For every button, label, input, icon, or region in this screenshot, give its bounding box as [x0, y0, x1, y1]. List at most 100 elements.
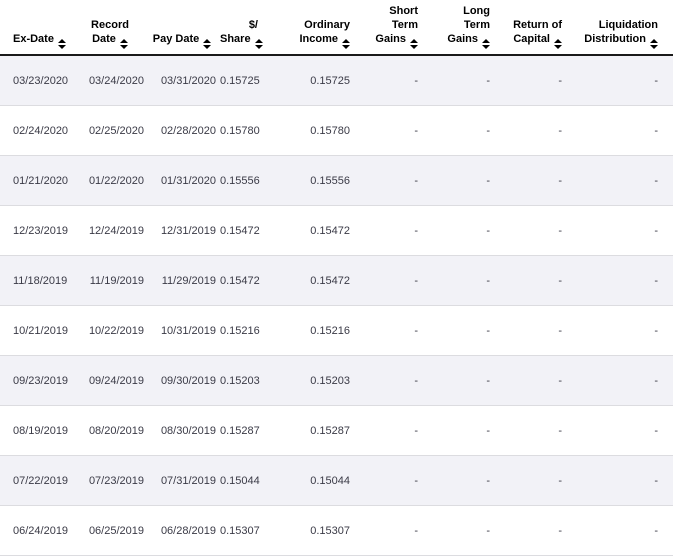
- column-header-dollar-per-share[interactable]: $/ Share: [218, 0, 263, 56]
- column-header-label: Capital: [513, 33, 550, 45]
- cell-ordinary-income: 0.15307: [260, 505, 352, 556]
- cell-short-term-gains: -: [352, 405, 420, 456]
- column-header-label: Term: [391, 19, 418, 31]
- cell-liquidation-distribution: -: [564, 505, 673, 556]
- cell-liquidation-distribution: -: [564, 105, 673, 156]
- cell-record-date: 02/25/2020: [74, 105, 146, 156]
- cell-return-of-capital: -: [492, 505, 564, 556]
- cell-ex-date: 08/19/2019: [0, 405, 74, 456]
- cell-pay-date: 07/31/2019: [146, 455, 218, 506]
- cell-record-date: 11/19/2019: [74, 255, 146, 306]
- column-header-pay-date[interactable]: Pay Date: [146, 0, 218, 56]
- cell-ex-date: 12/23/2019: [0, 205, 74, 256]
- cell-ex-date: 02/24/2020: [0, 105, 74, 156]
- column-header-label: Liquidation: [598, 19, 658, 31]
- cell-ex-date: 11/18/2019: [0, 255, 74, 306]
- cell-long-term-gains: -: [420, 455, 492, 506]
- cell-liquidation-distribution: -: [564, 405, 673, 456]
- column-header-label: Income: [299, 33, 338, 45]
- cell-dollar-per-share: 0.15556: [218, 155, 260, 206]
- cell-long-term-gains: -: [420, 355, 492, 406]
- cell-pay-date: 08/30/2019: [146, 405, 218, 456]
- cell-ex-date: 10/21/2019: [0, 305, 74, 356]
- sort-icon[interactable]: [254, 39, 263, 49]
- column-header-ex-date[interactable]: Ex-Date: [0, 0, 74, 56]
- column-header-record-date[interactable]: Record Date: [74, 0, 146, 56]
- cell-dollar-per-share: 0.15203: [218, 355, 260, 406]
- cell-pay-date: 02/28/2020: [146, 105, 218, 156]
- cell-pay-date: 06/28/2019: [146, 505, 218, 556]
- cell-short-term-gains: -: [352, 105, 420, 156]
- cell-short-term-gains: -: [352, 505, 420, 556]
- cell-liquidation-distribution: -: [564, 155, 673, 206]
- column-header-label: Gains: [447, 33, 478, 45]
- cell-pay-date: 09/30/2019: [146, 355, 218, 406]
- sort-icon[interactable]: [410, 39, 418, 49]
- cell-ex-date: 01/21/2020: [0, 155, 74, 206]
- cell-short-term-gains: -: [352, 455, 420, 506]
- cell-short-term-gains: -: [352, 255, 420, 306]
- cell-return-of-capital: -: [492, 455, 564, 506]
- sort-icon[interactable]: [342, 39, 350, 49]
- cell-ex-date: 06/24/2019: [0, 505, 74, 556]
- table-body: 03/23/2020 03/24/2020 03/31/2020 0.15725 0.1…: [0, 55, 673, 556]
- table-row: 03/23/2020 03/24/2020 03/31/2020 0.15725 0.1…: [0, 55, 673, 106]
- column-header-ordinary-income[interactable]: Ordinary Income: [260, 0, 352, 56]
- cell-record-date: 09/24/2019: [74, 355, 146, 406]
- sort-icon[interactable]: [482, 39, 490, 49]
- column-header-label: Record: [91, 19, 129, 31]
- cell-long-term-gains: -: [420, 405, 492, 456]
- cell-long-term-gains: -: [420, 505, 492, 556]
- table-row: 02/24/2020 02/25/2020 02/28/2020 0.15780 0.1…: [0, 105, 673, 156]
- cell-return-of-capital: -: [492, 305, 564, 356]
- column-header-liquidation-distribution[interactable]: Liquidation Distribution: [564, 0, 673, 56]
- cell-short-term-gains: -: [352, 305, 420, 356]
- cell-liquidation-distribution: -: [564, 255, 673, 306]
- table-row: 06/24/2019 06/25/2019 06/28/2019 0.15307 0.1…: [0, 505, 673, 556]
- column-header-long-term-gains[interactable]: Long Term Gains: [420, 0, 492, 56]
- cell-long-term-gains: -: [420, 155, 492, 206]
- sort-icon[interactable]: [554, 39, 562, 49]
- cell-record-date: 08/20/2019: [74, 405, 146, 456]
- table-row: 09/23/2019 09/24/2019 09/30/2019 0.15203 0.1…: [0, 355, 673, 406]
- column-header-label: Date: [92, 33, 116, 45]
- cell-ordinary-income: 0.15203: [260, 355, 352, 406]
- table-row: 07/22/2019 07/23/2019 07/31/2019 0.15044 0.1…: [0, 455, 673, 506]
- cell-short-term-gains: -: [352, 55, 420, 106]
- sort-icon[interactable]: [119, 39, 128, 49]
- column-header-label: Distribution: [584, 33, 646, 45]
- sort-icon[interactable]: [650, 39, 658, 49]
- cell-return-of-capital: -: [492, 55, 564, 106]
- cell-record-date: 06/25/2019: [74, 505, 146, 556]
- cell-ex-date: 03/23/2020: [0, 55, 74, 106]
- sort-icon[interactable]: [57, 39, 66, 49]
- cell-ordinary-income: 0.15044: [260, 455, 352, 506]
- sort-icon[interactable]: [203, 39, 212, 49]
- cell-ex-date: 07/22/2019: [0, 455, 74, 506]
- table-row: 11/18/2019 11/19/2019 11/29/2019 0.15472 0.1…: [0, 255, 673, 306]
- cell-ex-date: 09/23/2019: [0, 355, 74, 406]
- cell-ordinary-income: 0.15472: [260, 205, 352, 256]
- column-header-label: $/: [248, 19, 258, 31]
- column-header-return-of-capital[interactable]: Return of Capital: [492, 0, 564, 56]
- cell-long-term-gains: -: [420, 305, 492, 356]
- table-row: 08/19/2019 08/20/2019 08/30/2019 0.15287 0.1…: [0, 405, 673, 456]
- cell-record-date: 10/22/2019: [74, 305, 146, 356]
- cell-dollar-per-share: 0.15472: [218, 255, 260, 306]
- cell-liquidation-distribution: -: [564, 355, 673, 406]
- column-header-label: Return of: [513, 19, 562, 31]
- cell-long-term-gains: -: [420, 255, 492, 306]
- cell-dollar-per-share: 0.15216: [218, 305, 260, 356]
- table-row: 10/21/2019 10/22/2019 10/31/2019 0.15216 0.1…: [0, 305, 673, 356]
- cell-ordinary-income: 0.15556: [260, 155, 352, 206]
- cell-long-term-gains: -: [420, 55, 492, 106]
- cell-pay-date: 11/29/2019: [146, 255, 218, 306]
- column-header-label: Share: [220, 33, 251, 45]
- cell-liquidation-distribution: -: [564, 455, 673, 506]
- column-header-short-term-gains[interactable]: Short Term Gains: [352, 0, 420, 56]
- cell-liquidation-distribution: -: [564, 305, 673, 356]
- cell-dollar-per-share: 0.15472: [218, 205, 260, 256]
- cell-short-term-gains: -: [352, 205, 420, 256]
